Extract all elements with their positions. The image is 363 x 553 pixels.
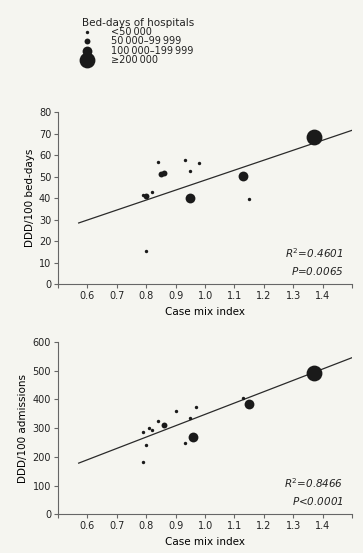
Text: Bed-days of hospitals: Bed-days of hospitals [82, 18, 194, 29]
Point [143, 441, 149, 450]
Point [246, 195, 252, 204]
Point [155, 157, 161, 166]
Point [140, 428, 146, 437]
Point [146, 424, 152, 432]
Text: ≥200 000: ≥200 000 [111, 55, 158, 65]
Point [173, 406, 179, 415]
X-axis label: Case mix index: Case mix index [165, 307, 245, 317]
Point [158, 170, 164, 179]
Point [155, 416, 161, 425]
Point [149, 425, 155, 434]
Text: 100 000–199 999: 100 000–199 999 [111, 46, 193, 56]
Y-axis label: DDD/100 admissions: DDD/100 admissions [19, 374, 28, 483]
Point [182, 439, 187, 448]
Point [240, 171, 246, 180]
Point [311, 132, 317, 141]
Point [161, 421, 167, 430]
Point [140, 457, 146, 466]
Point [191, 433, 196, 442]
Point [240, 394, 246, 403]
Text: $R^2$=0.8466: $R^2$=0.8466 [284, 476, 343, 490]
Point [143, 191, 149, 200]
Point [311, 369, 317, 378]
Text: $P$=0.0065: $P$=0.0065 [291, 265, 343, 278]
Text: $P$<0.0001: $P$<0.0001 [291, 495, 343, 507]
X-axis label: Case mix index: Case mix index [165, 537, 245, 547]
Point [193, 402, 199, 411]
Point [161, 169, 167, 178]
Point [246, 399, 252, 408]
Point [149, 187, 155, 196]
Point [188, 167, 193, 176]
Point [196, 158, 202, 167]
Text: $R^2$=0.4601: $R^2$=0.4601 [285, 247, 343, 260]
Point [188, 414, 193, 422]
Y-axis label: DDD/100 bed-days: DDD/100 bed-days [25, 149, 34, 247]
Text: <50 000: <50 000 [111, 27, 152, 36]
Point [143, 247, 149, 255]
Point [182, 156, 187, 165]
Point [140, 191, 146, 200]
Point [188, 194, 193, 202]
Text: 50 000–99 999: 50 000–99 999 [111, 36, 181, 46]
